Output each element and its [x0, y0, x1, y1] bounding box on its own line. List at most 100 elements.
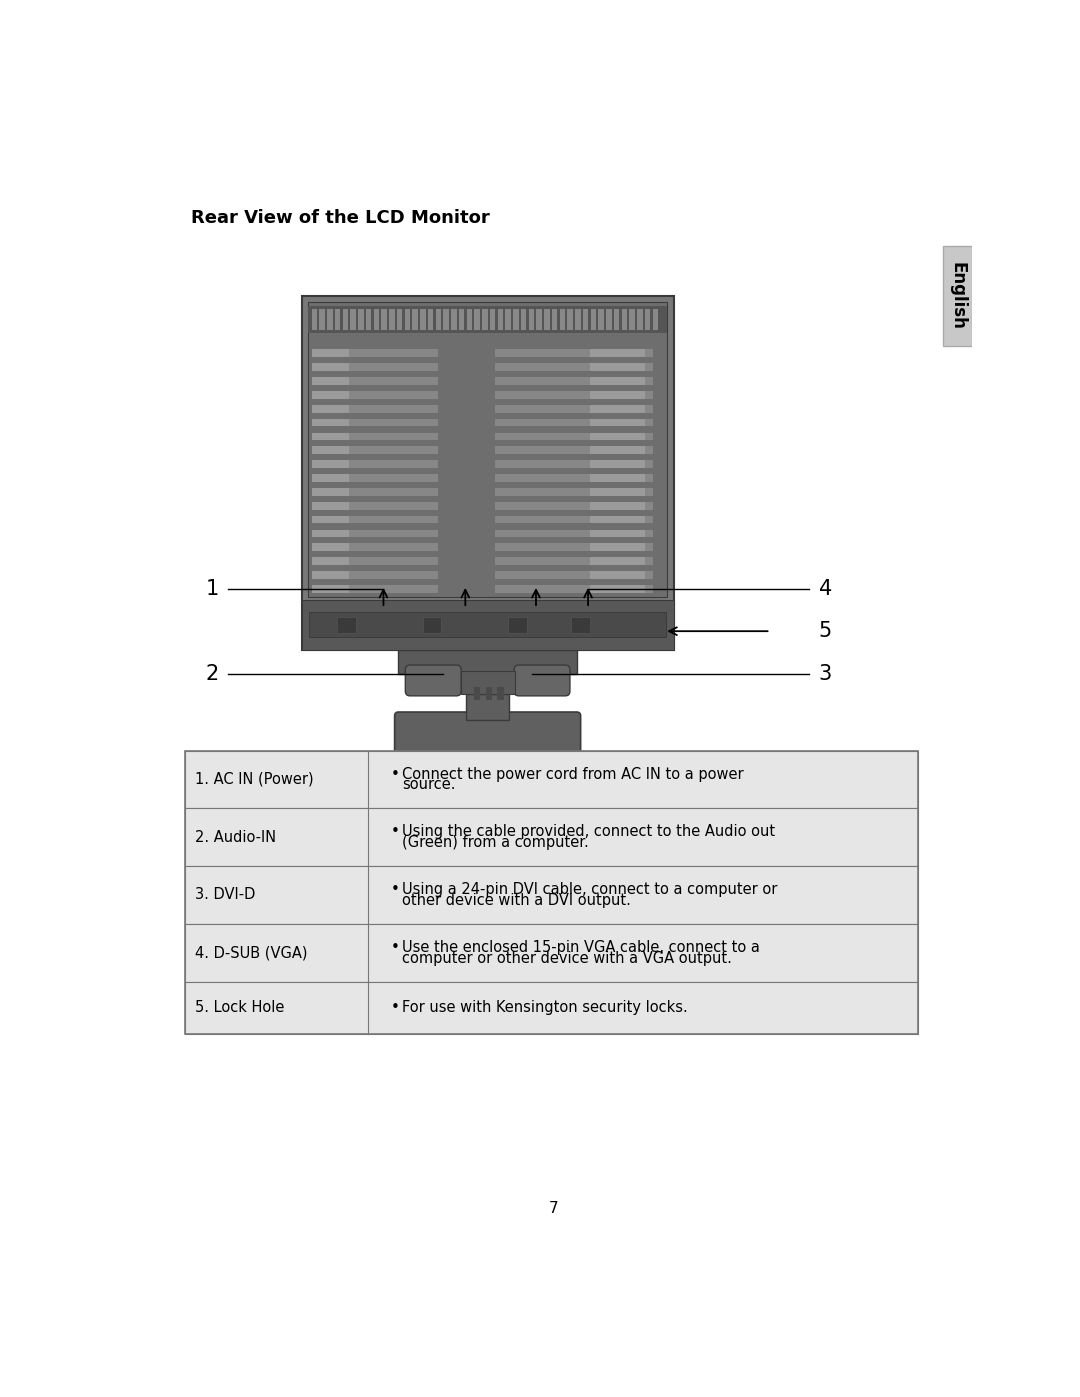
Bar [637, 309, 643, 330]
Bar [312, 433, 350, 440]
Bar [590, 585, 645, 592]
Bar [590, 419, 645, 426]
Bar [495, 391, 653, 398]
Bar [312, 571, 350, 578]
Bar [389, 309, 394, 330]
Bar [590, 391, 645, 398]
Text: Rear View of the LCD Monitor: Rear View of the LCD Monitor [191, 210, 489, 228]
Bar [312, 309, 318, 330]
Bar [459, 309, 464, 330]
Text: Using the cable provided, connect to the Audio out: Using the cable provided, connect to the… [403, 824, 775, 840]
Bar [308, 306, 667, 334]
Text: Use the enclosed 15-pin VGA cable, connect to a: Use the enclosed 15-pin VGA cable, conne… [403, 940, 760, 954]
FancyBboxPatch shape [394, 712, 581, 759]
Bar [590, 571, 645, 578]
Bar [495, 515, 653, 524]
Bar [312, 433, 437, 440]
Bar [422, 616, 441, 633]
Bar [312, 460, 350, 468]
Bar [312, 585, 437, 592]
Text: 2. Audio-IN: 2. Audio-IN [194, 830, 275, 845]
Bar [495, 571, 653, 578]
Bar [583, 309, 589, 330]
Bar [301, 601, 674, 651]
Text: 2: 2 [205, 664, 218, 683]
Bar [544, 309, 550, 330]
Bar [405, 309, 410, 330]
Bar [567, 309, 572, 330]
Bar [312, 377, 350, 384]
Bar [486, 686, 491, 700]
Bar [312, 419, 437, 426]
FancyBboxPatch shape [943, 246, 972, 346]
Bar [301, 296, 674, 651]
Bar [591, 309, 596, 330]
Bar [590, 433, 645, 440]
Bar [312, 447, 350, 454]
Bar [312, 405, 437, 412]
Text: Connect the power cord from AC IN to a power: Connect the power cord from AC IN to a p… [403, 767, 744, 781]
Bar [495, 460, 653, 468]
Bar [590, 502, 645, 510]
FancyBboxPatch shape [514, 665, 570, 696]
Text: 5. Lock Hole: 5. Lock Hole [194, 1000, 284, 1016]
Bar [590, 377, 645, 384]
Bar [327, 309, 333, 330]
Bar [652, 309, 658, 330]
Bar [186, 809, 918, 866]
Bar [482, 309, 488, 330]
Bar [428, 309, 433, 330]
Bar [381, 309, 387, 330]
Bar [397, 309, 403, 330]
Bar [576, 309, 581, 330]
Text: 3. DVI-D: 3. DVI-D [194, 887, 255, 902]
Text: source.: source. [403, 777, 456, 792]
Bar [312, 585, 350, 592]
Bar [590, 474, 645, 482]
Text: 1. AC IN (Power): 1. AC IN (Power) [194, 773, 313, 787]
Bar [312, 571, 437, 578]
Bar [590, 488, 645, 496]
Bar [312, 557, 350, 564]
Bar [312, 474, 350, 482]
Bar [590, 363, 645, 372]
Bar [598, 309, 604, 330]
Bar [312, 391, 437, 398]
FancyBboxPatch shape [405, 665, 461, 696]
Text: •: • [391, 767, 400, 781]
Text: computer or other device with a VGA output.: computer or other device with a VGA outp… [403, 950, 732, 965]
Text: 1: 1 [205, 578, 218, 599]
Bar [537, 309, 542, 330]
Text: 4: 4 [819, 578, 832, 599]
Bar [342, 309, 348, 330]
Bar [312, 502, 437, 510]
Bar [312, 460, 437, 468]
Bar [559, 309, 565, 330]
Bar [399, 651, 577, 673]
Text: 3: 3 [819, 664, 832, 683]
Bar [467, 694, 509, 719]
Bar [474, 686, 481, 700]
Text: 5: 5 [819, 622, 832, 641]
Bar [495, 363, 653, 372]
Bar [312, 557, 437, 564]
Bar [495, 419, 653, 426]
Text: •: • [391, 824, 400, 840]
Bar [374, 309, 379, 330]
Bar [590, 447, 645, 454]
Bar [590, 460, 645, 468]
Bar [312, 543, 350, 550]
Bar [495, 543, 653, 550]
Bar [312, 363, 350, 372]
Bar [467, 309, 472, 330]
Bar [320, 309, 325, 330]
Bar [312, 502, 350, 510]
Bar [186, 923, 918, 982]
Bar [312, 474, 437, 482]
Bar [366, 309, 372, 330]
Bar [186, 750, 918, 809]
Bar [312, 515, 437, 524]
Bar [474, 309, 480, 330]
Bar [312, 363, 437, 372]
Bar [495, 433, 653, 440]
